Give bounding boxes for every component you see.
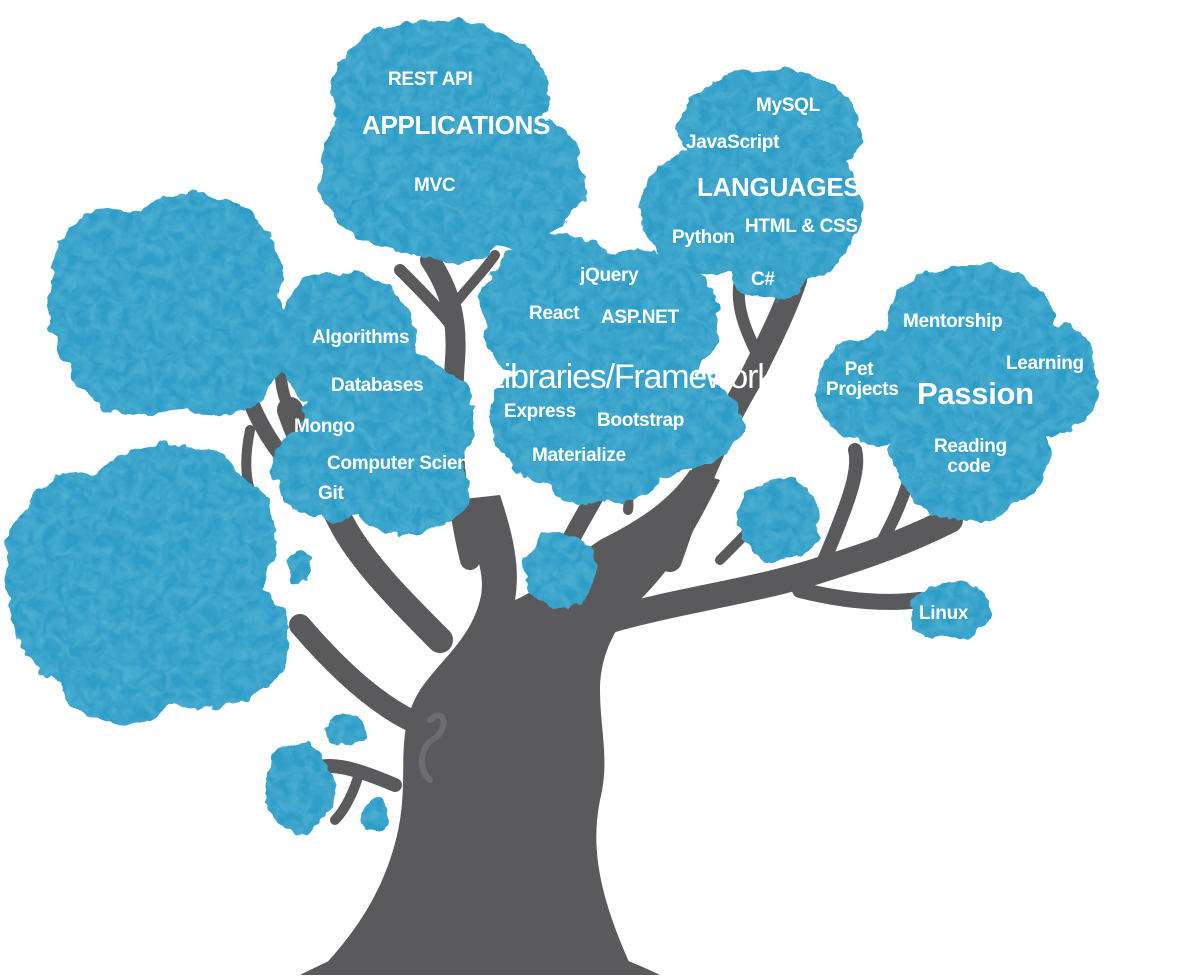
item-pet-projects: Pet Projects (826, 359, 899, 400)
foliage-top-left (48, 195, 290, 415)
category-languages: LANGUAGES (697, 172, 861, 202)
item-learning: Learning (1006, 353, 1084, 374)
skill-rest-api: REST API (388, 69, 473, 90)
skill-express: Express (504, 401, 576, 422)
foliage-small-left (265, 547, 389, 835)
skill-materialize: Materialize (532, 445, 626, 466)
trunk-main (315, 470, 720, 975)
foliage-small-center (525, 478, 992, 638)
foliage-libraries (480, 235, 740, 505)
skill-aspnet: ASP.NET (601, 307, 679, 328)
skill-git: Git (318, 483, 344, 504)
skill-databases: Databases (331, 375, 424, 396)
category-applications: APPLICATIONS (362, 110, 551, 140)
skill-algorithms: Algorithms (312, 327, 410, 348)
item-mentorship: Mentorship (903, 311, 1003, 332)
category-passion: Passion (917, 376, 1034, 411)
skill-javascript: JavaScript (686, 132, 780, 153)
skill-mvc: MVC (414, 175, 456, 196)
skill-html-css: HTML & CSS (745, 216, 858, 237)
skill-csharp: C# (751, 269, 775, 290)
foliage-fundamentals (275, 270, 475, 535)
skill-bootstrap: Bootstrap (597, 410, 685, 431)
foliage-bottom-left (5, 445, 290, 725)
foliage-languages (640, 70, 860, 300)
skill-mysql: MySQL (756, 95, 820, 116)
skill-jquery: jQuery (580, 265, 639, 286)
category-libraries-frameworks: Libraries/Frameworks (486, 358, 790, 396)
skill-linux: Linux (919, 603, 969, 624)
foliage-passion (815, 265, 1100, 520)
item-reading-code: Reading code (934, 436, 1007, 477)
skill-computer-science: Computer Science (327, 453, 490, 474)
foliage-applications (320, 20, 585, 260)
skill-react: React (529, 303, 580, 324)
skill-mongo: Mongo (294, 416, 355, 437)
skill-python: Python (672, 227, 735, 248)
